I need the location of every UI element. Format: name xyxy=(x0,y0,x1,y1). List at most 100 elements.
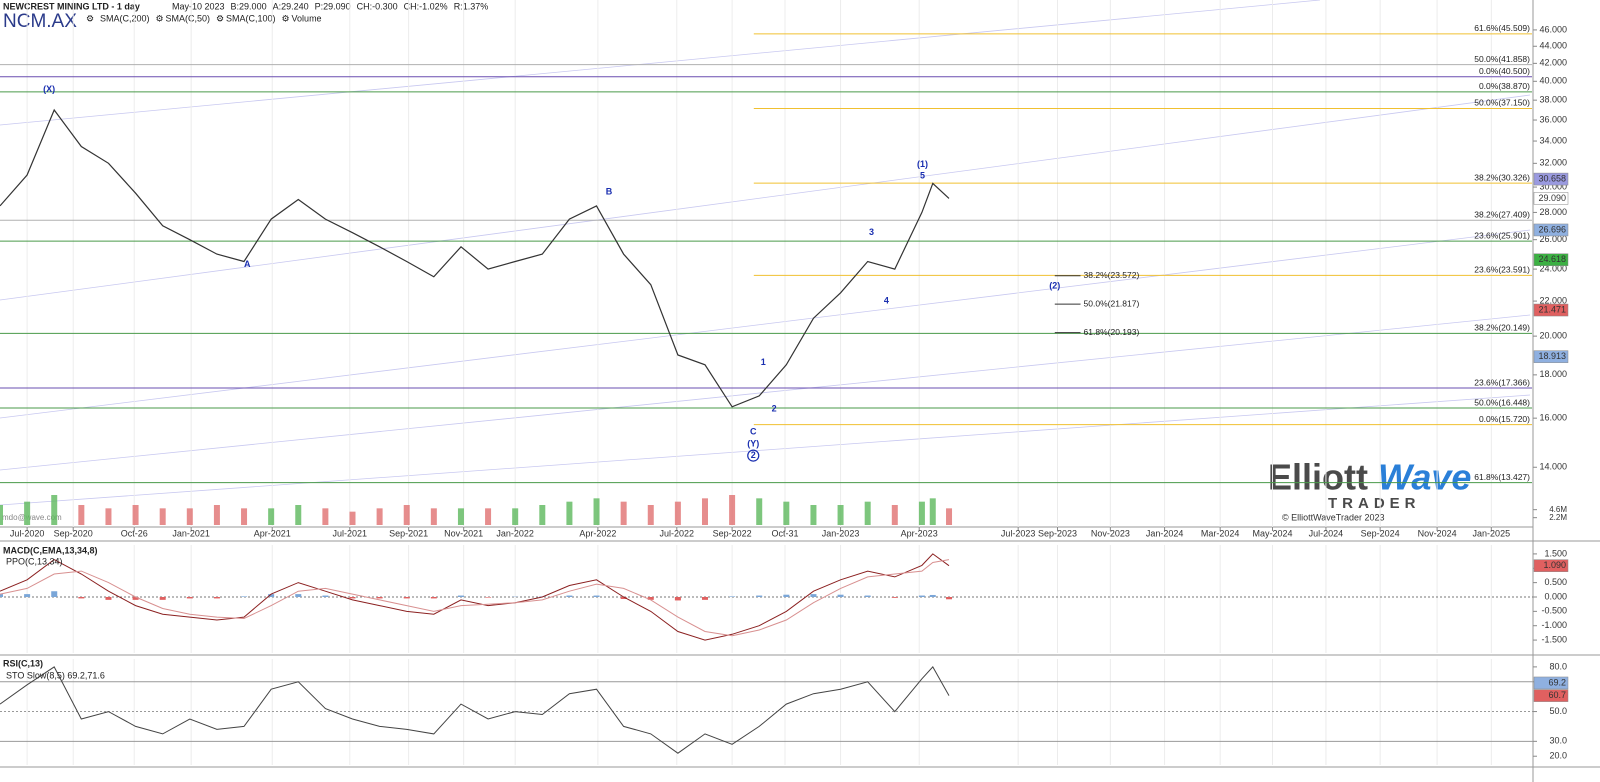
value-box xyxy=(1533,689,1569,702)
volume-bar xyxy=(674,501,681,525)
logo-text: TRADER xyxy=(1328,495,1421,512)
x-tick-label: Jul-2022 xyxy=(660,528,695,538)
y-tick-label: 44.000 xyxy=(1539,41,1567,51)
wave-label: 2 xyxy=(772,403,777,413)
x-tick-label: Oct-31 xyxy=(771,528,798,538)
volume-bar xyxy=(918,501,925,525)
wave-label: (Y) xyxy=(747,439,759,449)
volume-bar xyxy=(430,508,437,525)
histogram-bar xyxy=(918,595,925,597)
volume-bar xyxy=(810,505,817,525)
volume-bar xyxy=(159,508,166,525)
x-tick-label: Oct-26 xyxy=(121,528,148,538)
gear-icon: ⚙ xyxy=(216,13,224,23)
panel-title: RSI(C,13) xyxy=(3,658,43,668)
histogram-bar xyxy=(837,594,844,597)
y-tick-label: 80.0 xyxy=(1549,661,1567,671)
y-tick-label: 22.000 xyxy=(1539,295,1567,305)
histogram-bar xyxy=(403,596,410,599)
value-box xyxy=(1533,172,1569,186)
volume-bar xyxy=(213,505,220,525)
copyright: © ElliottWaveTrader 2023 xyxy=(1282,512,1385,522)
fib-label: 38.2%(30.326) xyxy=(1474,172,1530,182)
value-box-label: 69.2 xyxy=(1548,677,1566,687)
trend-line xyxy=(0,394,1531,506)
histogram-bar xyxy=(295,594,302,597)
quote-field: A:29.240 xyxy=(273,1,309,11)
wave-label: (X) xyxy=(43,84,55,94)
volume-bar xyxy=(51,495,58,525)
x-tick-label: Jan-2022 xyxy=(496,528,534,538)
volume-bar xyxy=(756,498,763,525)
x-tick-label: Apr-2021 xyxy=(254,528,291,538)
volume-bar xyxy=(539,505,546,525)
volume-bar xyxy=(268,508,275,525)
value-box xyxy=(1533,223,1569,237)
histogram-bar xyxy=(701,596,708,600)
volume-bar xyxy=(929,498,936,525)
x-tick-label: Nov-2023 xyxy=(1091,528,1130,538)
wave-label: 3 xyxy=(869,227,874,237)
x-tick-label: Jul-2021 xyxy=(333,528,368,538)
wave-label: A xyxy=(244,259,251,269)
y-tick-label: -0.500 xyxy=(1541,606,1567,616)
histogram-bar xyxy=(756,595,763,597)
panel-subtitle: STO Slow(8,5) 69.2,71.6 xyxy=(6,670,105,680)
value-box xyxy=(1533,253,1569,267)
indicator-name: SMA(C,200) xyxy=(100,13,150,23)
volume-bar xyxy=(78,505,85,525)
indicator-name: Volume xyxy=(292,13,322,23)
fib-label: 23.6%(25.901) xyxy=(1474,230,1530,240)
fib-label: 0.0%(38.870) xyxy=(1479,81,1530,91)
histogram-bar xyxy=(430,596,437,599)
histogram-bar xyxy=(186,596,193,599)
fib-label: 38.2%(20.149) xyxy=(1474,323,1530,333)
fib-label: 38.2%(27.409) xyxy=(1474,210,1530,220)
y-tick-label: 18.000 xyxy=(1539,369,1567,379)
gear-icon: ⚙ xyxy=(86,13,94,23)
histogram-bar xyxy=(810,594,817,597)
histogram-bar xyxy=(51,591,58,597)
fib-label: 50.0%(37.150) xyxy=(1474,98,1530,108)
quote-field: CH:-0.300 xyxy=(357,1,398,11)
volume-bar xyxy=(0,505,3,525)
volume-bar xyxy=(891,505,898,525)
value-box-label: 24.618 xyxy=(1538,254,1566,264)
trend-lines xyxy=(0,0,1531,506)
logo-text: Wave xyxy=(1378,457,1471,498)
volume-bar xyxy=(295,505,302,525)
fib-label: 38.2%(23.572) xyxy=(1084,270,1140,280)
value-box-label: 29.090 xyxy=(1538,193,1566,203)
wave-label: 5 xyxy=(920,171,925,181)
y-tick-label: 38.000 xyxy=(1539,95,1567,105)
x-tick-label: Jan-2023 xyxy=(822,528,860,538)
value-box xyxy=(1533,350,1569,363)
fib-label: 23.6%(23.591) xyxy=(1474,265,1530,275)
volume-bar xyxy=(186,508,193,525)
y-tick-label: 0.000 xyxy=(1544,591,1567,601)
macd-line xyxy=(0,559,950,637)
y-tick-label: 24.000 xyxy=(1539,263,1567,273)
volume-bar xyxy=(349,511,356,525)
wave-label: 1 xyxy=(761,357,766,367)
fib-label: 50.0%(41.858) xyxy=(1474,54,1530,64)
histogram-bar xyxy=(891,596,898,598)
quote-field: CH:-1.02% xyxy=(404,1,448,11)
value-box xyxy=(1533,559,1569,572)
y-tick-label: 36.000 xyxy=(1539,114,1567,124)
wave-label: C xyxy=(750,427,757,437)
wave-label: (1) xyxy=(917,159,928,169)
histogram-bar xyxy=(78,596,85,599)
volume-bar xyxy=(946,508,953,525)
value-box-label: 26.696 xyxy=(1538,224,1566,234)
value-box-label: 60.7 xyxy=(1548,690,1566,700)
x-tick-label: Apr-2023 xyxy=(901,528,938,538)
x-tick-label: Mar-2024 xyxy=(1201,528,1240,538)
histogram-bar xyxy=(322,595,329,597)
y-tick-label: 30.0 xyxy=(1549,736,1567,746)
volume-bar xyxy=(620,501,627,525)
x-tick-label: Jul-2024 xyxy=(1309,528,1344,538)
histogram-bar xyxy=(620,596,627,599)
quote-field: May-10 2023 xyxy=(172,1,225,11)
